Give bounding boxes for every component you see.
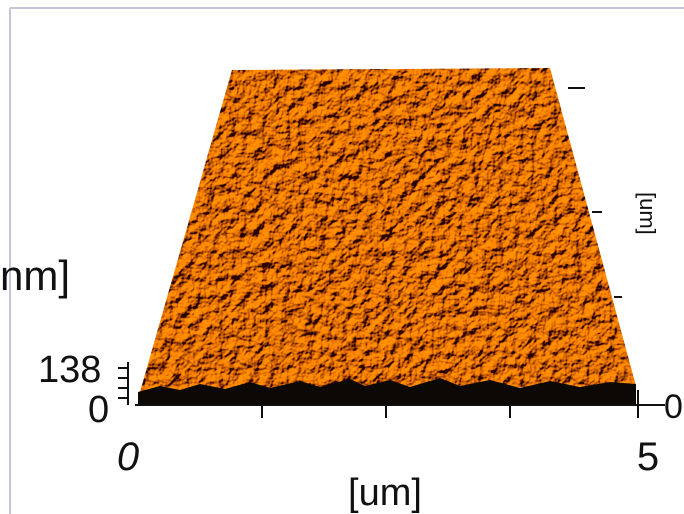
afm-image: nm] 138 0 0 5 [um] [um] 0 bbox=[0, 0, 684, 514]
page: nm] 138 0 0 5 [um] [um] 0 (() => { const… bbox=[0, 0, 684, 514]
x-tick-label: 0 bbox=[117, 435, 139, 479]
y-tick-label: 0 bbox=[664, 388, 683, 426]
z-axis-label: nm] bbox=[0, 252, 70, 299]
z-tick-label: 0 bbox=[88, 389, 109, 431]
y-axis-label: [um] bbox=[635, 192, 660, 235]
z-tick-label: 138 bbox=[38, 349, 101, 391]
x-axis-label: [um] bbox=[348, 472, 422, 514]
x-tick-label: 5 bbox=[637, 435, 659, 479]
